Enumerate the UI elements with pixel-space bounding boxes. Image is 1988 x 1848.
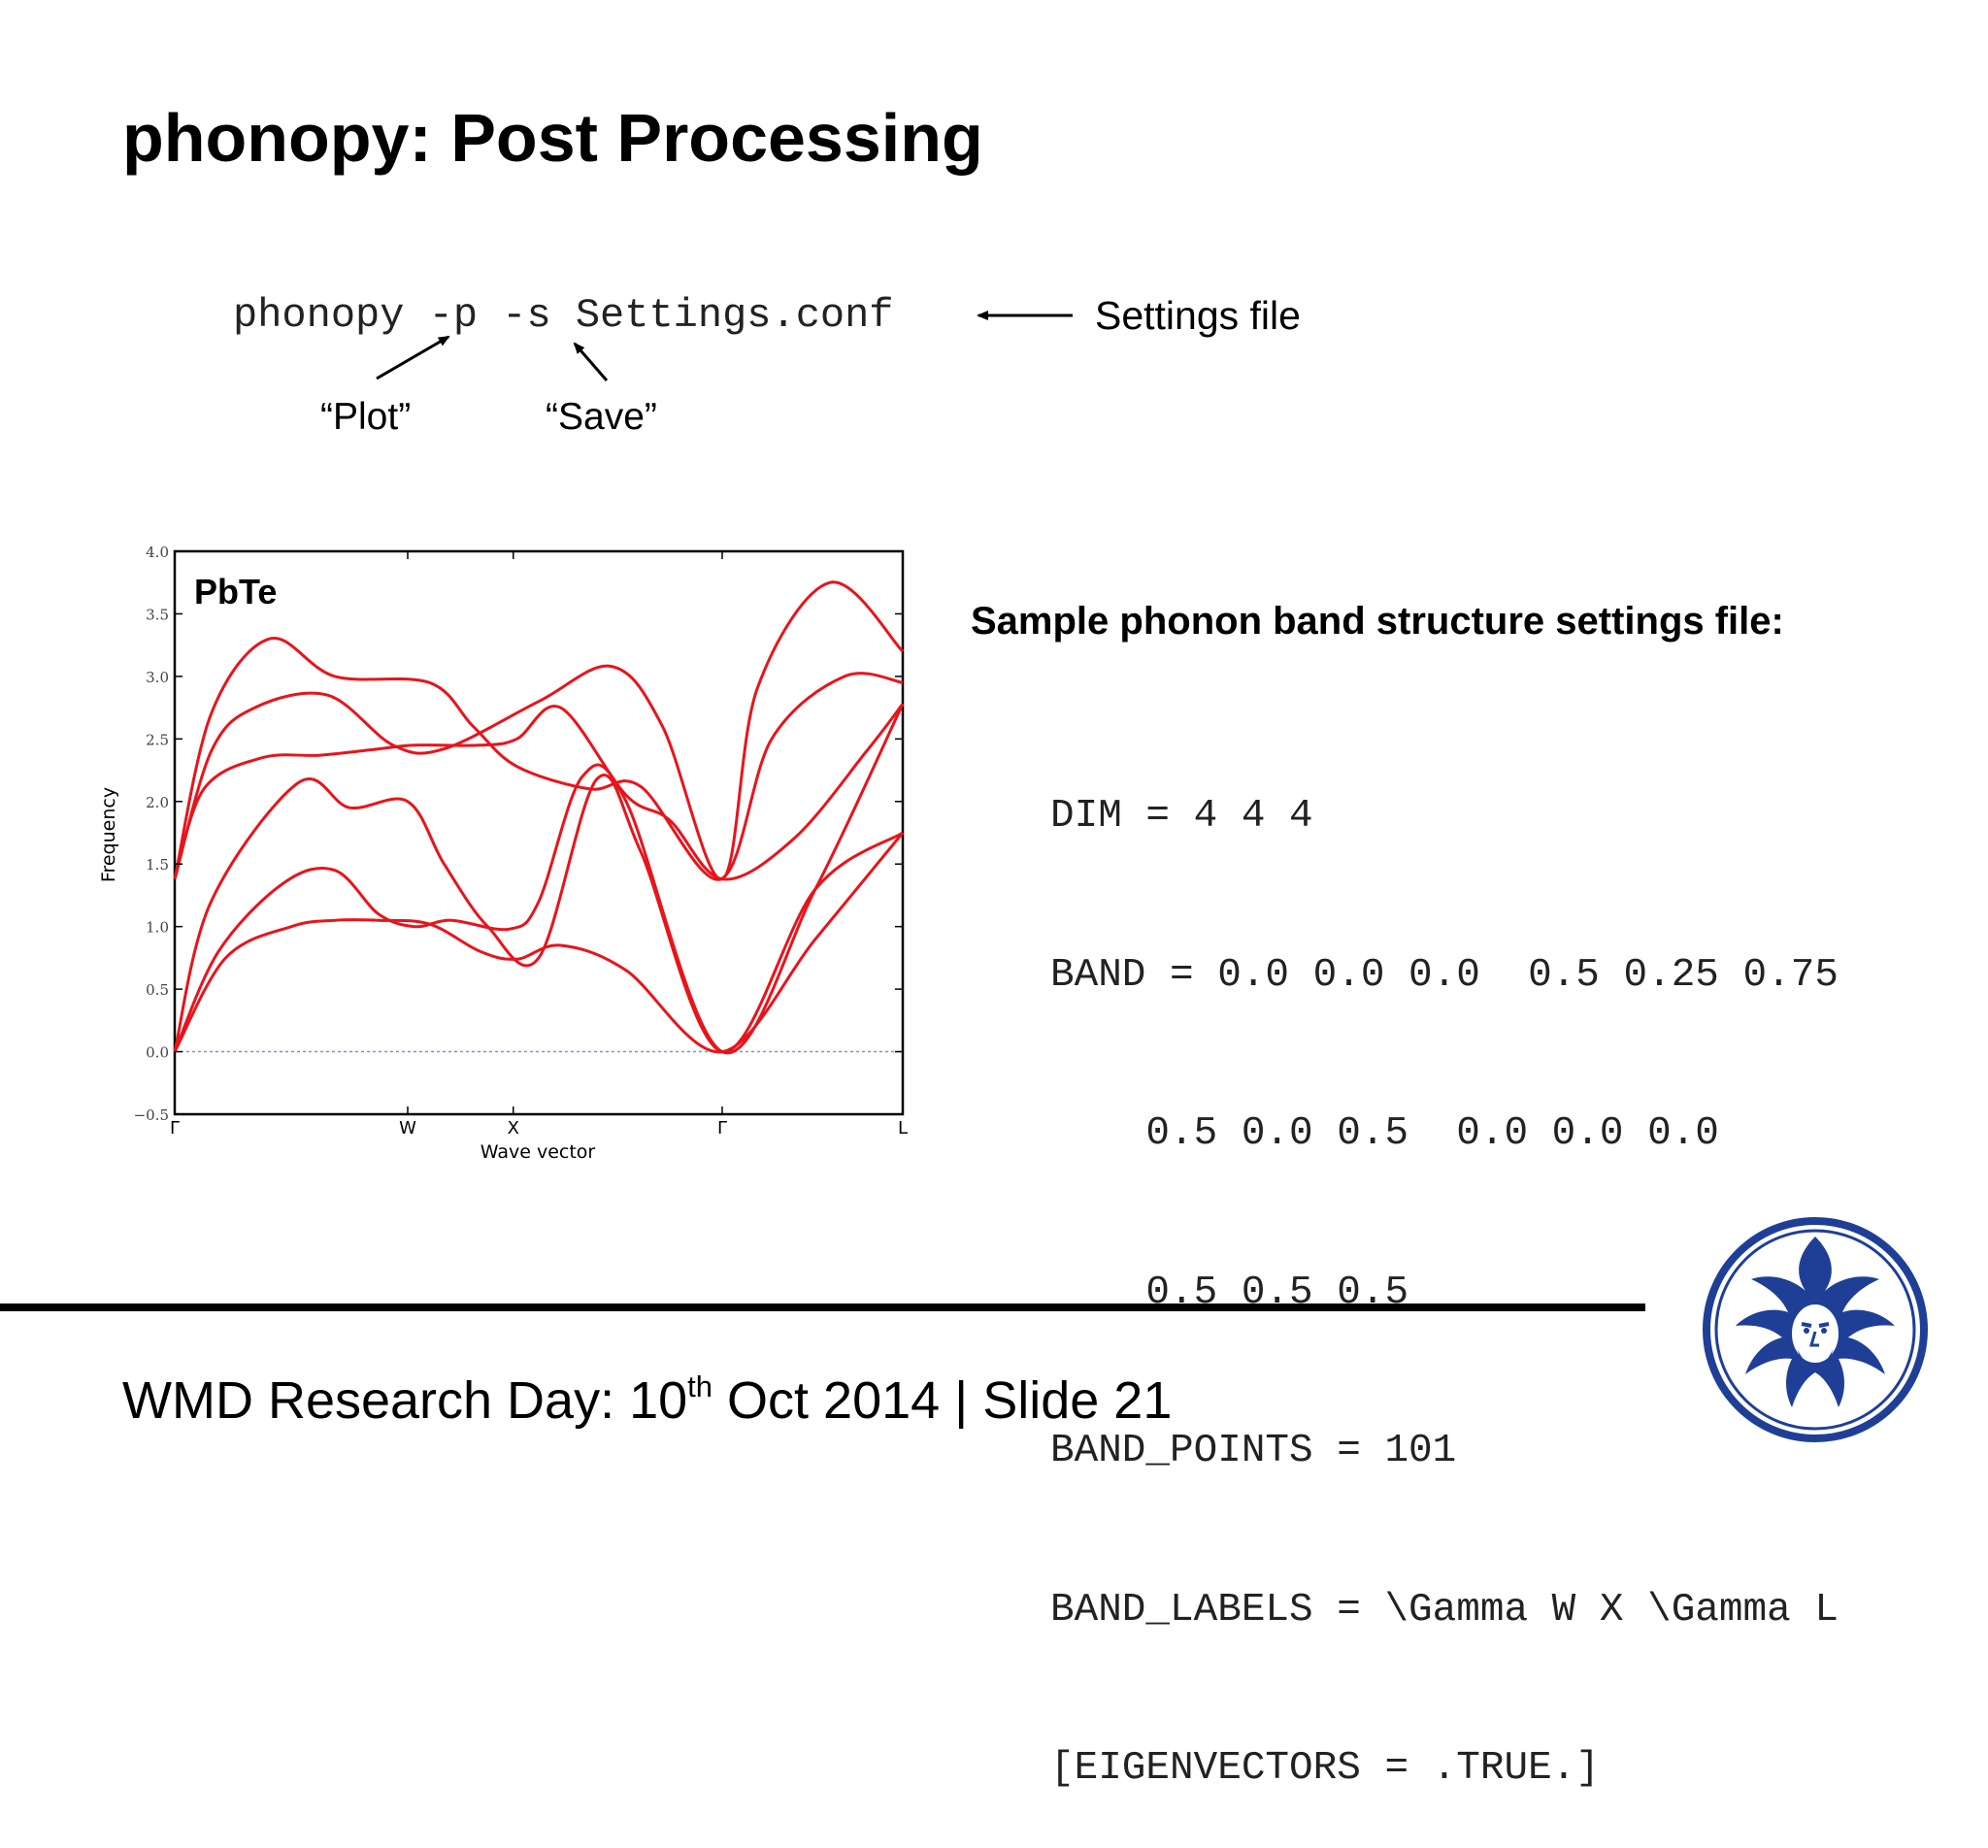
chart-series: [173, 580, 905, 1055]
command-line: phonopy -p -s Settings.conf: [233, 292, 894, 339]
footer-prefix: WMD Research Day: 10: [122, 1371, 688, 1430]
slide-footer: WMD Research Day: 10th Oct 2014 | Slide …: [122, 1367, 1172, 1435]
chart-axes: [173, 549, 905, 1116]
code-line: BAND_POINTS = 101: [1050, 1429, 1457, 1473]
x-tick-label: X: [508, 1118, 519, 1138]
annotation-arrows: [376, 311, 1073, 381]
x-tick-label: Γ: [717, 1118, 727, 1138]
code-line: DIM = 4 4 4: [1050, 794, 1313, 839]
x-tick-label: Γ: [170, 1118, 180, 1138]
y-tick-label: 0.5: [146, 981, 169, 999]
y-tick-label: 4.0: [146, 544, 169, 561]
band-line: [173, 580, 905, 881]
plot-label: “Plot”: [320, 396, 412, 438]
x-tick-label: L: [898, 1118, 908, 1138]
code-line: [EIGENVECTORS = .TRUE.]: [1050, 1746, 1600, 1791]
y-tick-label: 1.0: [146, 919, 169, 937]
y-tick-label: 1.5: [146, 856, 169, 874]
y-tick-label: 2.0: [146, 794, 169, 811]
sample-settings-heading: Sample phonon band structure settings fi…: [971, 600, 1784, 643]
code-line: 0.5 0.0 0.5 0.0 0.0 0.0: [1050, 1111, 1719, 1156]
arrow-up-left-icon: [573, 342, 609, 381]
band-structure-chart: −0.5 0.0 0.5 1.0 1.5 2.0 2.5 3.0 3.5 4.0 Γ W X Γ L PbT…: [98, 544, 908, 1163]
y-tick-label: 3.0: [146, 669, 169, 686]
footer-divider: [0, 1304, 1645, 1311]
x-tick-label: W: [399, 1118, 416, 1138]
plot-frame: [173, 549, 905, 1116]
footer-suffix: Oct 2014 | Slide 21: [712, 1371, 1173, 1430]
chart-x-axis-label: Wave vector: [480, 1141, 596, 1163]
chart-y-axis-label: Frequency: [98, 787, 119, 882]
settings-file-label: Settings file: [1095, 293, 1301, 338]
code-line: BAND_LABELS = \Gamma W X \Gamma L: [1050, 1587, 1839, 1633]
university-seal-logo: [1703, 1217, 1928, 1442]
footer-superscript: th: [687, 1370, 713, 1403]
chart-title: PbTe: [194, 572, 277, 611]
chart-ticks: −0.5 0.0 0.5 1.0 1.5 2.0 2.5 3.0 3.5 4.0 Γ W X Γ L: [134, 544, 908, 1138]
band-line: [173, 637, 904, 881]
band-line: [173, 774, 904, 1054]
slide-title: phonopy: Post Processing: [122, 100, 983, 176]
y-tick-label: −0.5: [134, 1106, 169, 1124]
save-label: “Save”: [546, 396, 657, 438]
band-line: [173, 703, 905, 1055]
y-tick-label: 3.5: [146, 606, 169, 623]
band-line: [173, 703, 905, 881]
code-line: BAND = 0.0 0.0 0.0 0.5 0.25 0.75: [1050, 952, 1839, 998]
arrow-up-right-icon: [376, 335, 450, 380]
y-tick-label: 0.0: [146, 1044, 169, 1062]
y-tick-label: 2.5: [146, 731, 169, 748]
band-line: [173, 832, 905, 1054]
